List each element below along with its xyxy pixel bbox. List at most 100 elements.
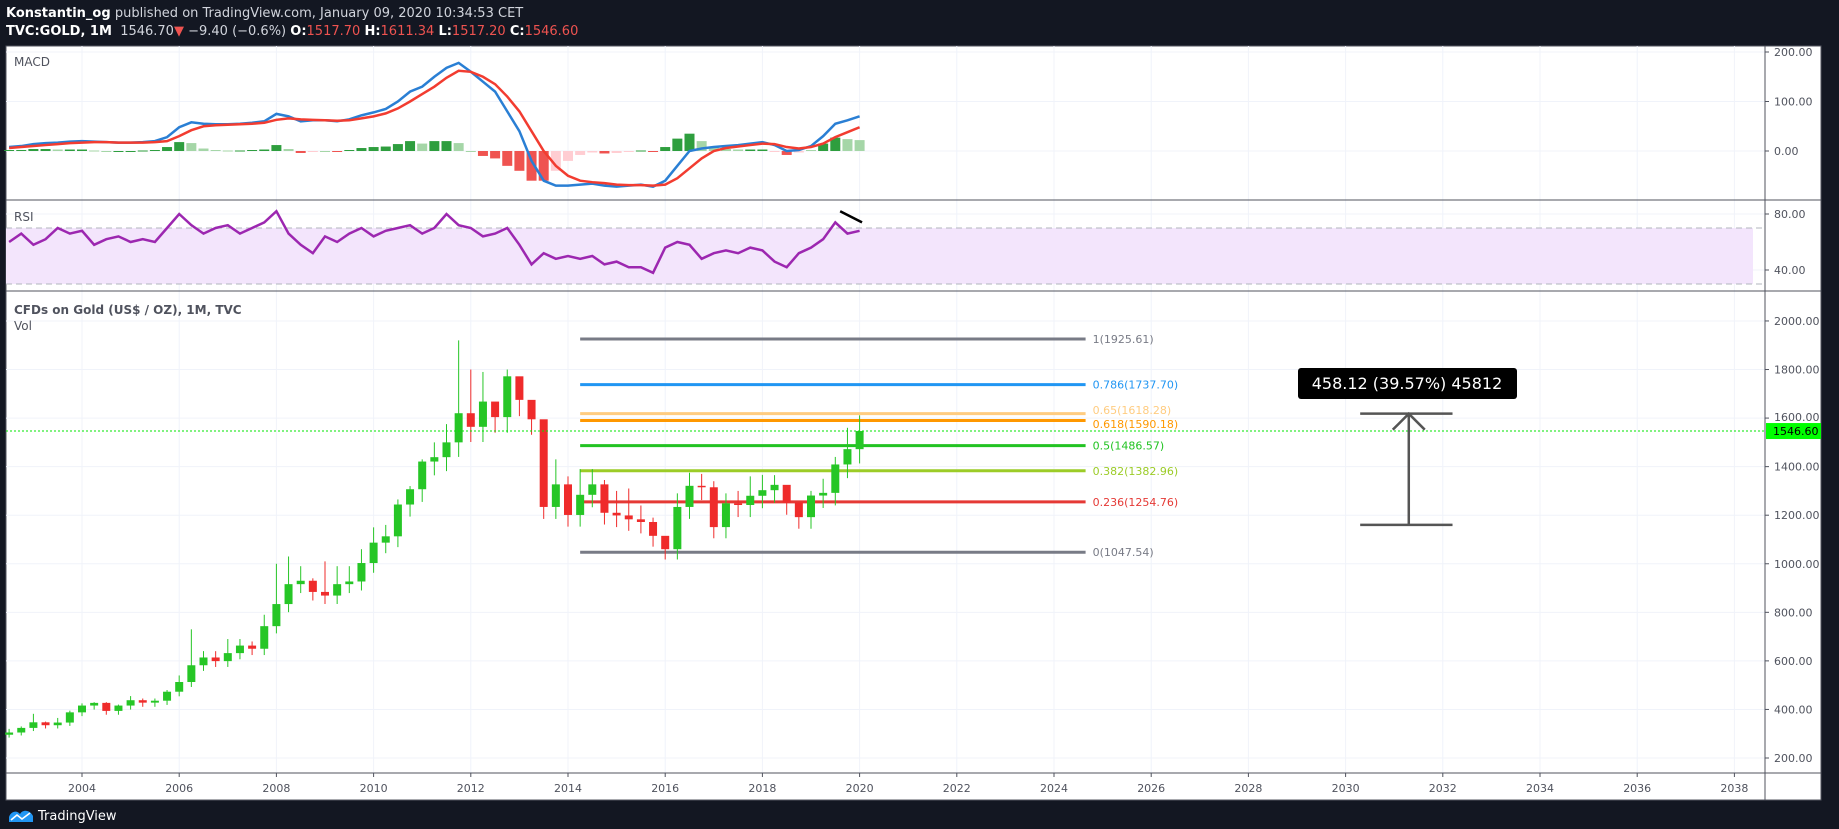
price-tick-label: 1600.00 [1774, 411, 1820, 424]
arrow-up-icon [1391, 411, 1426, 431]
measure-label: 458.12 (39.57%) 45812 [1312, 374, 1503, 393]
fib-level-label: 0(1047.54) [1093, 546, 1154, 559]
candle-body [758, 490, 767, 496]
volume-label: Vol [14, 319, 32, 333]
macd-histogram-bar [477, 151, 488, 156]
candle-body [649, 521, 658, 536]
macd-histogram-bar [830, 137, 841, 151]
candle-body [551, 484, 560, 507]
candle-body [855, 431, 864, 450]
candle-body [564, 484, 572, 515]
candle-body [345, 581, 354, 585]
rsi-line [8, 209, 860, 275]
macd-histogram-bar [344, 150, 355, 152]
publish-info: Konstantin_og published on TradingView.c… [6, 6, 523, 21]
price-tick-label: 1400.00 [1774, 461, 1820, 474]
candle-body [454, 413, 463, 443]
price-tick-label: 400.00 [1774, 703, 1813, 716]
candle-body [478, 401, 487, 427]
candle-body [5, 732, 14, 735]
candle-body [406, 489, 415, 505]
candle-body [248, 645, 257, 649]
macd-histogram-bar [635, 150, 646, 152]
time-tick-label: 2032 [1429, 782, 1457, 795]
price-tick-label: 200.00 [1774, 752, 1813, 765]
footer-brand[interactable]: TradingView [8, 808, 117, 824]
signal-line [8, 69, 861, 187]
macd-histogram-bar [259, 149, 270, 151]
price-tick-label: 2000.00 [1774, 315, 1820, 328]
macd-histogram-bar [611, 151, 622, 153]
candle-body [491, 401, 500, 418]
macd-histogram-bar [247, 150, 258, 152]
price-tick-label: 80.00 [1774, 208, 1806, 221]
fib-level-label: 0.236(1254.76) [1093, 496, 1179, 509]
publish-text: published on TradingView.com, January 09… [114, 6, 524, 21]
macd-histogram-bar [563, 151, 573, 161]
candle-body [138, 700, 147, 703]
candle-body [709, 487, 718, 528]
close-label: C: [509, 24, 525, 39]
time-tick-label: 2026 [1137, 782, 1165, 795]
macd-histogram-bar [125, 151, 136, 152]
macd-histogram-bar [720, 149, 731, 151]
macd-histogram-bar [842, 139, 853, 151]
macd-histogram-bar [149, 150, 160, 152]
macd-histogram-bar [453, 143, 464, 151]
macd-histogram-bar [332, 151, 343, 152]
macd-histogram-bar [781, 151, 792, 155]
macd-histogram-bar [660, 147, 671, 151]
macd-histogram-bar [137, 150, 148, 152]
candle-body [175, 682, 184, 692]
candle-body [114, 705, 123, 711]
rsi-title: RSI [14, 210, 34, 224]
chart-background [5, 45, 1822, 801]
macd-histogram-bar [490, 151, 501, 159]
time-tick-label: 2024 [1040, 782, 1068, 795]
macd-histogram-bar [502, 151, 513, 166]
candle-body [308, 580, 317, 592]
candle-body [673, 506, 682, 550]
macd-histogram-bar [40, 149, 51, 151]
candle-body [296, 580, 305, 585]
macd-histogram-bar [733, 149, 744, 151]
macd-histogram-bar [514, 151, 525, 171]
time-tick-label: 2008 [262, 782, 290, 795]
candle-body [807, 495, 815, 518]
macd-histogram-bar [89, 150, 100, 152]
candle-body [357, 563, 366, 582]
macd-histogram-bar [186, 143, 197, 151]
macd-histogram-bar [441, 141, 452, 151]
candle-body [539, 419, 548, 507]
candle-body [697, 485, 706, 488]
rsi-band-fill [6, 228, 1753, 284]
candle-body [624, 515, 633, 520]
macd-histogram-bar [28, 149, 39, 151]
open-value: 1517.70 [306, 24, 361, 39]
price-tick-label: 1200.00 [1774, 509, 1820, 522]
macd-histogram-bar [854, 140, 865, 151]
triangle-down-icon: ▼ [173, 24, 184, 39]
candle-body [333, 584, 342, 596]
macd-histogram-bar [757, 149, 768, 151]
candle-body [503, 376, 512, 418]
candle-body [515, 376, 524, 400]
macd-histogram-bar [368, 147, 379, 151]
tradingview-logo-icon [9, 810, 33, 822]
symbol-info: TVC:GOLD, 1M 1546.70▼ −9.40 (−0.6%) O:15… [6, 24, 578, 39]
macd-histogram-bar [708, 147, 719, 151]
fib-level-label: 0.65(1618.28) [1093, 404, 1172, 417]
macd-histogram-bar [64, 149, 75, 151]
macd-histogram-bar [550, 151, 561, 171]
macd-histogram-bar [356, 148, 367, 151]
macd-histogram-bar [16, 150, 27, 152]
macd-histogram-bar [198, 148, 209, 151]
current-price-label: 1546.60 [1773, 425, 1819, 438]
macd-histogram-bar [623, 151, 634, 152]
candle-body [393, 504, 402, 537]
time-tick-label: 2028 [1234, 782, 1262, 795]
macd-histogram-bar [295, 151, 306, 153]
author-name[interactable]: Konstantin_og [6, 6, 111, 21]
macd-histogram-bar [587, 151, 598, 153]
